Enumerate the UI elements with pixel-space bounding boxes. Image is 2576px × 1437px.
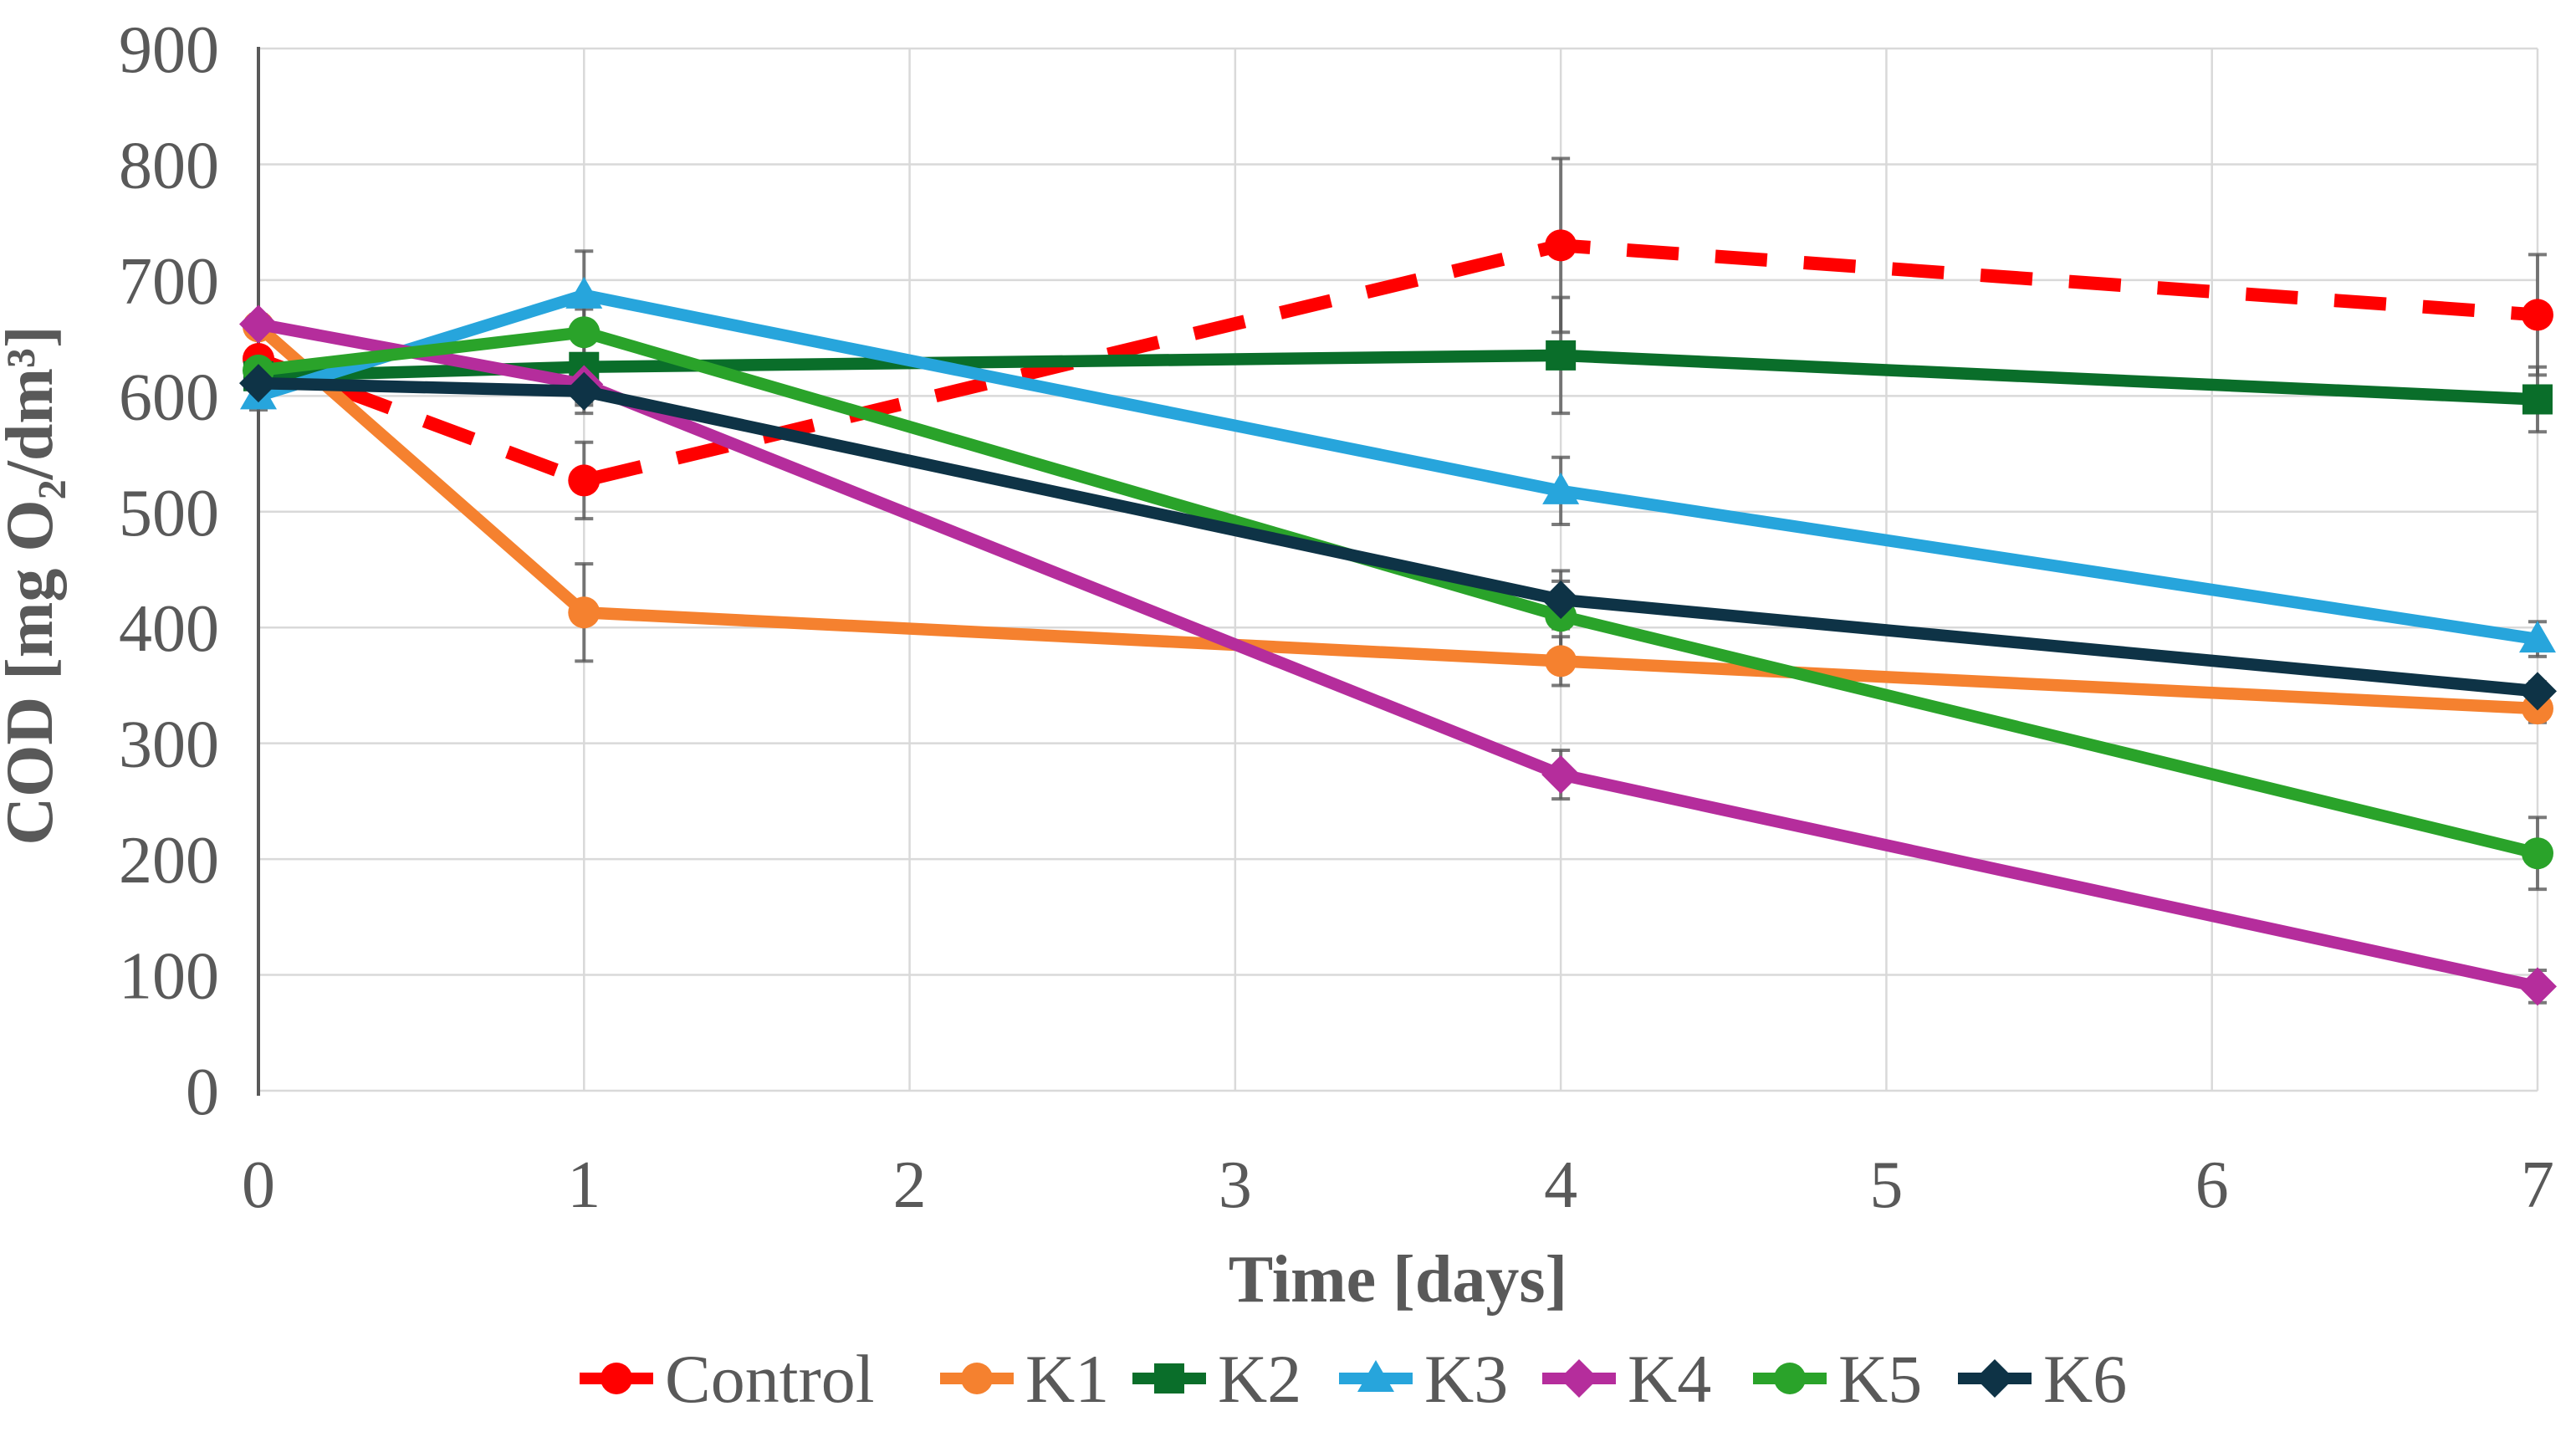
legend-marker-k3 — [1357, 1360, 1394, 1392]
legend-label-k3: K3 — [1424, 1341, 1508, 1417]
series-marker-k6 — [1541, 580, 1581, 619]
series-marker-k6 — [2518, 672, 2557, 711]
y-tick-label: 700 — [119, 245, 219, 319]
y-tick-label: 800 — [119, 129, 219, 202]
y-tick-label: 400 — [119, 592, 219, 666]
legend-label-k2: K2 — [1218, 1341, 1301, 1417]
series-marker-k1 — [568, 596, 601, 629]
legend-label-k5: K5 — [1838, 1341, 1922, 1417]
series-line-k2 — [252, 349, 2544, 406]
legend-marker-k4 — [1560, 1359, 1598, 1398]
series-marker-k4 — [239, 304, 278, 344]
legend-marker-k2 — [1154, 1363, 1184, 1394]
series-marker-k4 — [2518, 967, 2557, 1006]
x-tick-label: 7 — [2521, 1148, 2554, 1222]
y-tick-label: 0 — [186, 1056, 219, 1129]
legend-marker-k6 — [1975, 1359, 2014, 1398]
x-tick-label: 2 — [893, 1148, 927, 1222]
series-line-k5 — [252, 325, 2544, 860]
y-tick-label: 200 — [119, 824, 219, 897]
series-marker-k2 — [2522, 384, 2553, 415]
series-marker-control — [568, 464, 601, 497]
series-marker-control — [2522, 299, 2553, 331]
series-line-k1 — [252, 320, 2544, 715]
y-tick-label: 100 — [119, 940, 219, 1014]
y-tick-label: 300 — [119, 708, 219, 782]
series-marker-k3 — [565, 276, 603, 309]
legend-label-k1: K1 — [1025, 1341, 1109, 1417]
series-marker-k2 — [1546, 340, 1577, 371]
series-line-k6 — [252, 376, 2544, 698]
y-axis-title: COD [mg O₂/dm³] — [0, 325, 67, 845]
series-marker-k5 — [568, 316, 601, 349]
series-marker-control — [1545, 229, 1577, 262]
x-axis-title: Time [days] — [1229, 1243, 1567, 1317]
series-marker-k3 — [2519, 621, 2556, 653]
series-marker-k4 — [1541, 755, 1581, 795]
x-tick-label: 0 — [242, 1148, 275, 1222]
legend-marker-k1 — [961, 1363, 993, 1394]
series-marker-k5 — [2522, 837, 2553, 870]
series-marker-k6 — [239, 364, 278, 403]
series-line-k3 — [252, 289, 2544, 646]
series-marker-k1 — [1545, 645, 1577, 678]
y-tick-label: 900 — [119, 13, 219, 87]
x-tick-label: 3 — [1219, 1148, 1252, 1222]
series-marker-k6 — [565, 371, 604, 411]
legend-marker-k5 — [1774, 1363, 1806, 1394]
legend-label-k4: K4 — [1628, 1341, 1711, 1417]
x-tick-label: 4 — [1544, 1148, 1577, 1222]
x-tick-label: 6 — [2195, 1148, 2229, 1222]
y-tick-label: 500 — [119, 477, 219, 550]
series-marker-k3 — [1542, 472, 1580, 504]
x-tick-label: 1 — [567, 1148, 601, 1222]
x-tick-label: 5 — [1869, 1148, 1903, 1222]
legend-label-control: Control — [665, 1341, 875, 1417]
legend-marker-control — [601, 1363, 632, 1394]
legend-label-k6: K6 — [2043, 1341, 2127, 1417]
y-tick-label: 600 — [119, 361, 219, 434]
